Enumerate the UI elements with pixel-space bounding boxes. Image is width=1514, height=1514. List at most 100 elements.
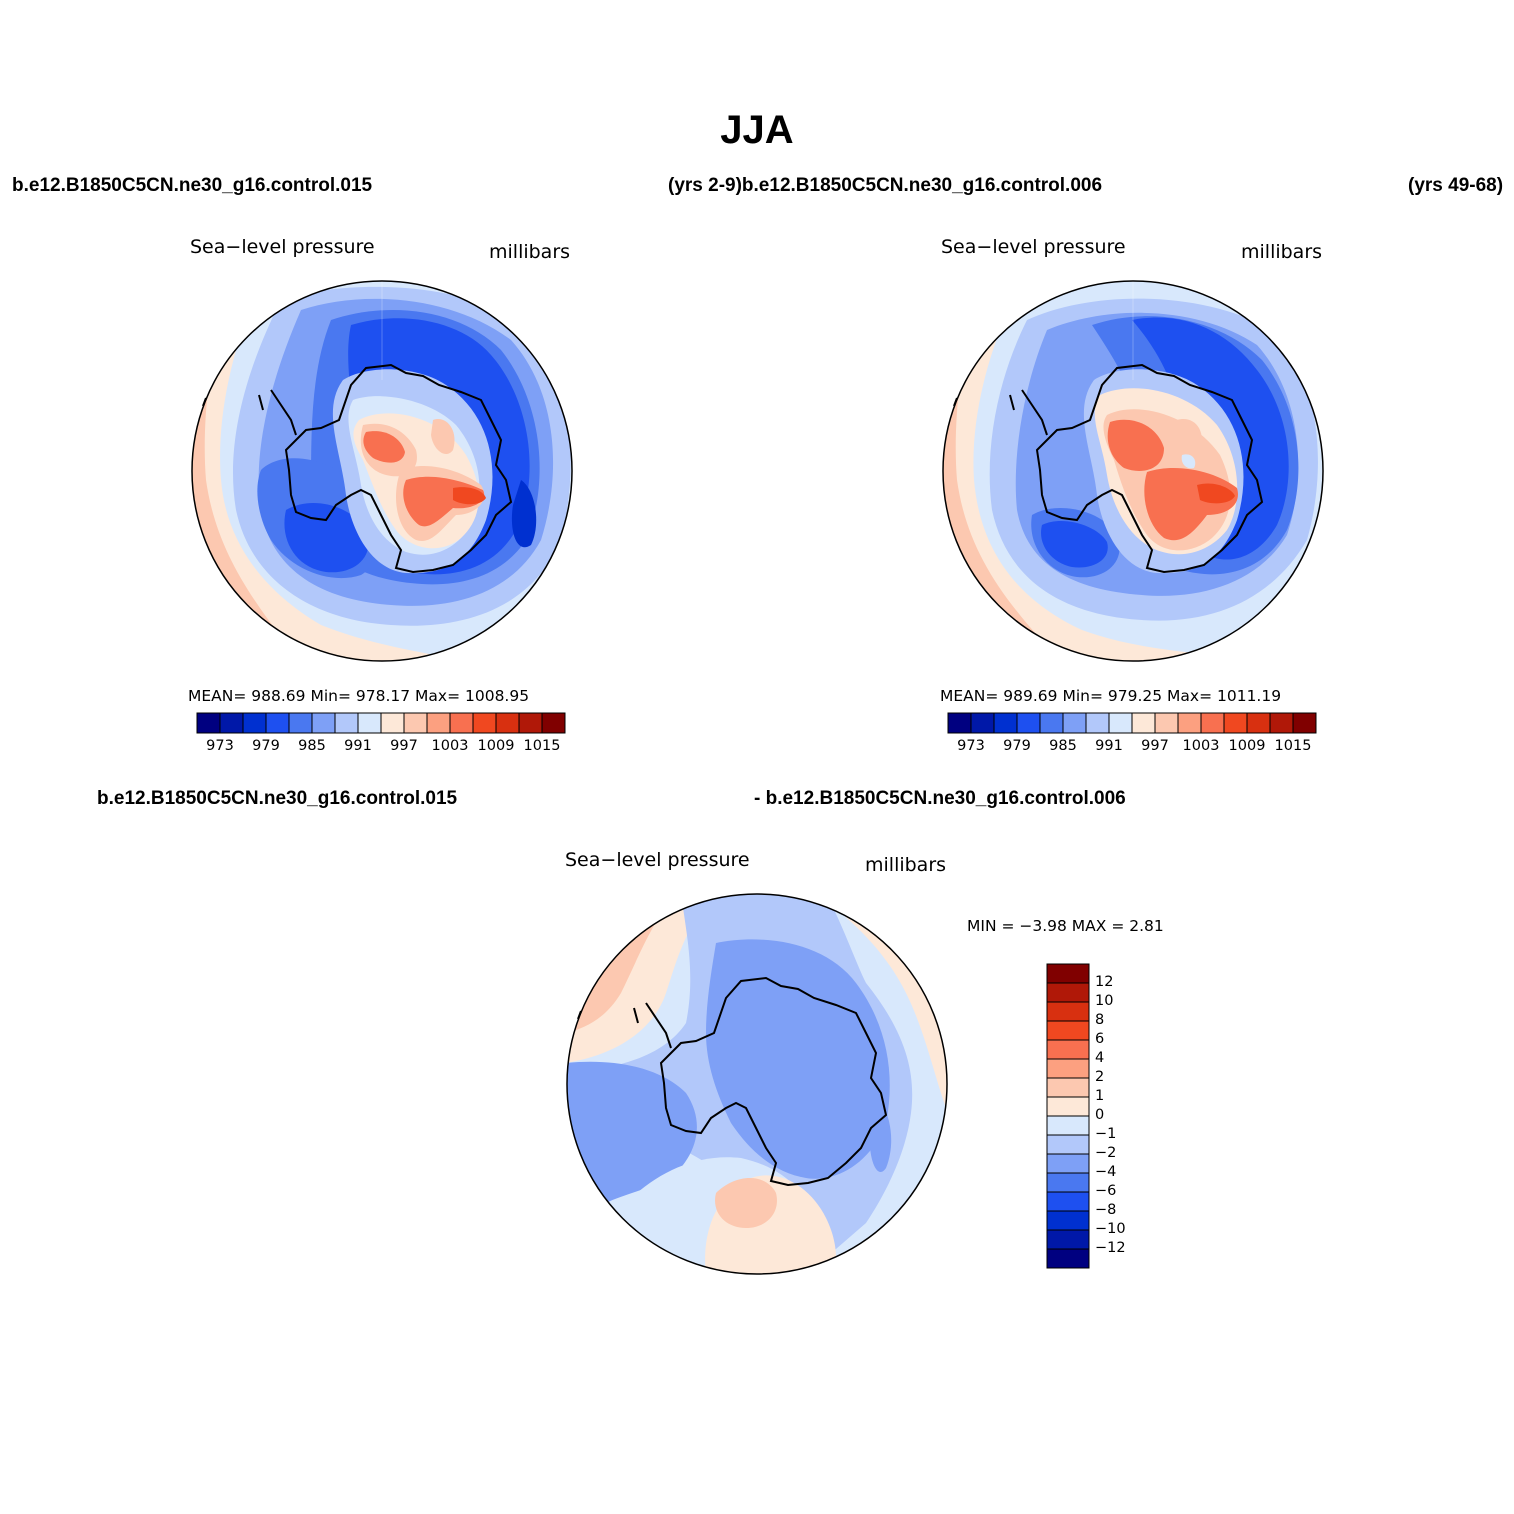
colorbar-tick-label: −4 <box>1095 1164 1117 1180</box>
colorbar-tick-label: 10 <box>1095 993 1114 1009</box>
colorbar-swatch <box>288 712 313 734</box>
colorbar-swatch <box>380 712 405 734</box>
colorbar-swatch <box>334 712 359 734</box>
colorbar-swatch <box>449 712 474 734</box>
panel3-units: millibars <box>865 854 947 876</box>
colorbar-tick-label: −1 <box>1095 1126 1117 1142</box>
map-difference <box>566 893 948 1275</box>
colorbar-tick-label: 12 <box>1095 974 1114 990</box>
colorbar-swatch <box>1046 1191 1090 1212</box>
colorbar-tick-label: 979 <box>1003 738 1031 754</box>
colorbar-swatch <box>993 712 1018 734</box>
colorbar-swatch <box>947 712 972 734</box>
colorbar-swatch <box>1046 1096 1090 1117</box>
colorbar-swatch <box>1046 1001 1090 1022</box>
colorbar-swatch <box>426 712 451 734</box>
colorbar-tick-label: 973 <box>957 738 985 754</box>
panel2-stats: MEAN= 989.69 Min= 979.25 Max= 1011.19 <box>940 687 1282 705</box>
colorbar-swatch <box>1046 1039 1090 1060</box>
colorbar-tick-label: 8 <box>1095 1012 1105 1028</box>
colorbar-swatch <box>1046 1077 1090 1098</box>
colorbar-tick-label: −8 <box>1095 1202 1117 1218</box>
colorbar-tick-label: 1003 <box>1182 738 1220 754</box>
colorbar-swatch <box>196 712 221 734</box>
colorbar-swatch <box>242 712 267 734</box>
colorbar-swatch <box>1039 712 1064 734</box>
colorbar-tick-label: 985 <box>298 738 326 754</box>
colorbar-tick-label: 991 <box>344 738 372 754</box>
colorbar-tick-label: −10 <box>1095 1221 1126 1237</box>
colorbar-swatch <box>403 712 428 734</box>
colorbar-panel1 <box>196 712 566 734</box>
colorbar-swatch <box>1046 1020 1090 1041</box>
colorbar-swatch <box>1046 1115 1090 1136</box>
colorbar-swatch <box>1200 712 1225 734</box>
panel3-variable: Sea−level pressure <box>565 849 750 871</box>
panel2-variable: Sea−level pressure <box>941 236 1126 258</box>
colorbar-swatch <box>1046 1172 1090 1193</box>
colorbar-difference <box>1046 963 1090 1269</box>
colorbar-tick-label: 991 <box>1095 738 1123 754</box>
colorbar-tick-label: −2 <box>1095 1145 1117 1161</box>
map-control-006 <box>942 280 1324 662</box>
colorbar-swatch <box>495 712 520 734</box>
colorbar-swatch <box>970 712 995 734</box>
colorbar-tick-label: 6 <box>1095 1031 1105 1047</box>
colorbar-swatch <box>357 712 382 734</box>
colorbar-tick-label: 1015 <box>1274 738 1312 754</box>
colorbar-swatch <box>518 712 543 734</box>
colorbar-swatch <box>311 712 336 734</box>
colorbar-swatch <box>472 712 497 734</box>
colorbar-swatch <box>1154 712 1179 734</box>
colorbar-swatch <box>1046 982 1090 1003</box>
diff-case-label-left: b.e12.B1850C5CN.ne30_g16.control.015 <box>97 788 458 809</box>
colorbar-swatch <box>1062 712 1087 734</box>
colorbar-swatch <box>1046 1229 1090 1250</box>
colorbar-swatch <box>1046 1210 1090 1231</box>
colorbar-swatch <box>1177 712 1202 734</box>
colorbar-swatch <box>1085 712 1110 734</box>
colorbar-tick-label: 979 <box>252 738 280 754</box>
colorbar-tick-label: 4 <box>1095 1050 1105 1066</box>
colorbar-tick-label: 1009 <box>477 738 515 754</box>
colorbar-swatch <box>1223 712 1248 734</box>
colorbar-swatch <box>1046 1153 1090 1174</box>
colorbar-swatch <box>541 712 566 734</box>
colorbar-swatch <box>1108 712 1133 734</box>
colorbar-swatch <box>1269 712 1294 734</box>
panel1-stats: MEAN= 988.69 Min= 978.17 Max= 1008.95 <box>188 687 530 705</box>
colorbar-swatch <box>1046 1058 1090 1079</box>
colorbar-tick-label: −12 <box>1095 1240 1126 1256</box>
colorbar-tick-label: −6 <box>1095 1183 1117 1199</box>
colorbar-tick-label: 0 <box>1095 1107 1105 1123</box>
colorbar-tick-label: 2 <box>1095 1069 1105 1085</box>
colorbar-swatch <box>1131 712 1156 734</box>
panel1-variable: Sea−level pressure <box>190 236 375 258</box>
colorbar-swatch <box>1046 963 1090 984</box>
colorbar-swatch <box>1046 1248 1090 1269</box>
colorbar-tick-label: 997 <box>390 738 418 754</box>
colorbar-panel2 <box>947 712 1317 734</box>
case-label-left: b.e12.B1850C5CN.ne30_g16.control.015 <box>12 175 373 196</box>
colorbar-swatch <box>1292 712 1317 734</box>
colorbar-tick-label: 1 <box>1095 1088 1105 1104</box>
colorbar-swatch <box>1246 712 1271 734</box>
colorbar-tick-label: 985 <box>1049 738 1077 754</box>
colorbar-swatch <box>1046 1134 1090 1155</box>
case-label-right: (yrs 49-68) <box>1408 175 1504 196</box>
diff-case-label-right: - b.e12.B1850C5CN.ne30_g16.control.006 <box>754 788 1126 809</box>
colorbar-swatch <box>265 712 290 734</box>
colorbar-tick-label: 1009 <box>1228 738 1266 754</box>
colorbar-tick-label: 973 <box>206 738 234 754</box>
colorbar-tick-label: 997 <box>1141 738 1169 754</box>
map-control-015 <box>191 280 573 662</box>
colorbar-tick-label: 1003 <box>431 738 469 754</box>
main-title: JJA <box>720 108 794 152</box>
panel2-units: millibars <box>1241 241 1323 263</box>
panel3-minmax: MIN = −3.98 MAX = 2.81 <box>967 917 1164 935</box>
case-label-middle: (yrs 2-9)b.e12.B1850C5CN.ne30_g16.contro… <box>668 175 1103 196</box>
colorbar-swatch <box>1016 712 1041 734</box>
colorbar-tick-label: 1015 <box>523 738 561 754</box>
colorbar-swatch <box>219 712 244 734</box>
panel1-units: millibars <box>489 241 571 263</box>
